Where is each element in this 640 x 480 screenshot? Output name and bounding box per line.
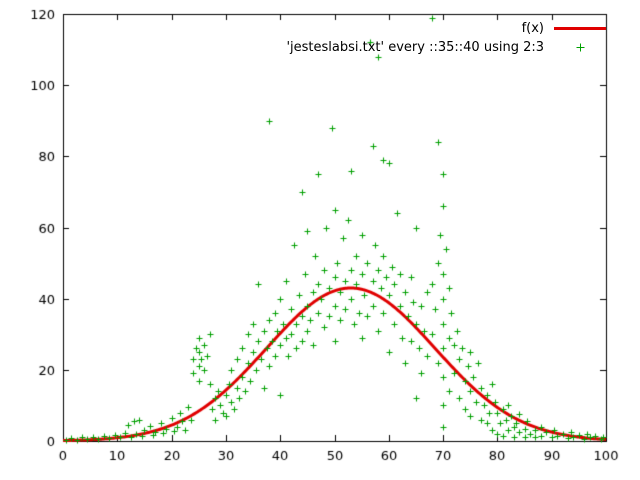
legend-point-sample-area (554, 43, 606, 52)
legend-entry-fx: f(x) (286, 19, 606, 38)
legend-line-sample (554, 27, 606, 30)
legend: f(x) 'jesteslabsi.txt' every ::35::40 us… (286, 19, 606, 57)
legend-label-fx: f(x) (521, 21, 544, 36)
plus-marker-icon (576, 43, 584, 52)
legend-entry-datafile: 'jesteslabsi.txt' every ::35::40 using 2… (286, 38, 606, 57)
legend-line-sample-area (554, 27, 606, 30)
legend-label-datafile: 'jesteslabsi.txt' every ::35::40 using 2… (286, 40, 544, 55)
